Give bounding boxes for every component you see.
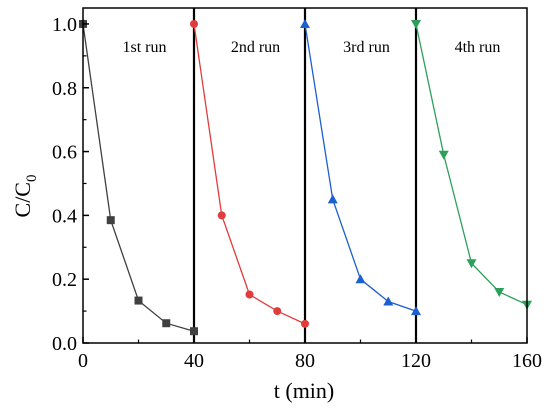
series-line-1 xyxy=(82,23,195,332)
y-tick-label: 1.0 xyxy=(52,14,77,36)
y-axis-title-main: C/C xyxy=(10,182,35,217)
y-axis-title: C/C0 xyxy=(10,175,40,218)
plot-area: 1st run 2nd run 3rd run 4th run xyxy=(79,8,532,343)
data-point xyxy=(106,216,115,225)
data-point xyxy=(411,306,421,316)
data-point xyxy=(494,287,505,297)
data-point xyxy=(300,18,310,28)
data-point xyxy=(438,150,449,160)
run-label-3: 3rd run xyxy=(343,39,390,56)
series-line-3 xyxy=(304,23,417,312)
x-tick-label: 160 xyxy=(512,350,542,372)
run-label-2: 2nd run xyxy=(231,39,280,56)
data-point xyxy=(273,307,282,316)
y-tick-label: 0.4 xyxy=(52,205,77,227)
data-point xyxy=(217,211,226,220)
x-axis-title: t (min) xyxy=(274,378,335,403)
data-point xyxy=(162,319,171,328)
x-tick-label: 80 xyxy=(295,350,315,372)
data-point xyxy=(134,296,143,305)
data-point xyxy=(190,19,198,28)
data-point xyxy=(466,259,477,269)
data-point xyxy=(245,290,254,299)
y-tick-label: 0.2 xyxy=(52,269,77,291)
run-label-4: 4th run xyxy=(455,39,501,56)
data-point xyxy=(190,327,198,336)
y-tick-label: 0.0 xyxy=(52,333,77,355)
run-label-1: 1st run xyxy=(123,39,167,56)
y-axis-title-subscript: 0 xyxy=(24,175,40,183)
x-tick-label: 40 xyxy=(184,350,204,372)
data-point xyxy=(327,194,338,204)
data-point xyxy=(383,296,394,306)
data-point xyxy=(411,19,421,29)
x-tick-label: 0 xyxy=(78,350,88,372)
data-point xyxy=(301,319,309,328)
y-tick-label: 0.8 xyxy=(52,78,77,100)
series-line-2 xyxy=(193,23,306,325)
x-tick-label: 120 xyxy=(401,350,431,372)
axes: 0 40 80 120 160 0.0 0.2 0.4 0.6 0.8 1.0 xyxy=(52,7,542,372)
data-point xyxy=(355,274,366,284)
y-tick-label: 0.6 xyxy=(52,142,77,164)
